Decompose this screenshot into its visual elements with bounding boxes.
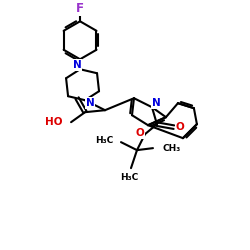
Text: F: F [76, 2, 84, 15]
Text: CH₃: CH₃ [163, 144, 181, 153]
Text: O: O [136, 128, 144, 138]
Text: N: N [86, 98, 94, 108]
Text: H₃C: H₃C [120, 172, 138, 182]
Text: HO: HO [44, 117, 62, 127]
Text: N: N [73, 60, 82, 70]
Text: H₃C: H₃C [95, 136, 113, 145]
Text: N: N [152, 98, 160, 108]
Text: O: O [176, 122, 184, 132]
